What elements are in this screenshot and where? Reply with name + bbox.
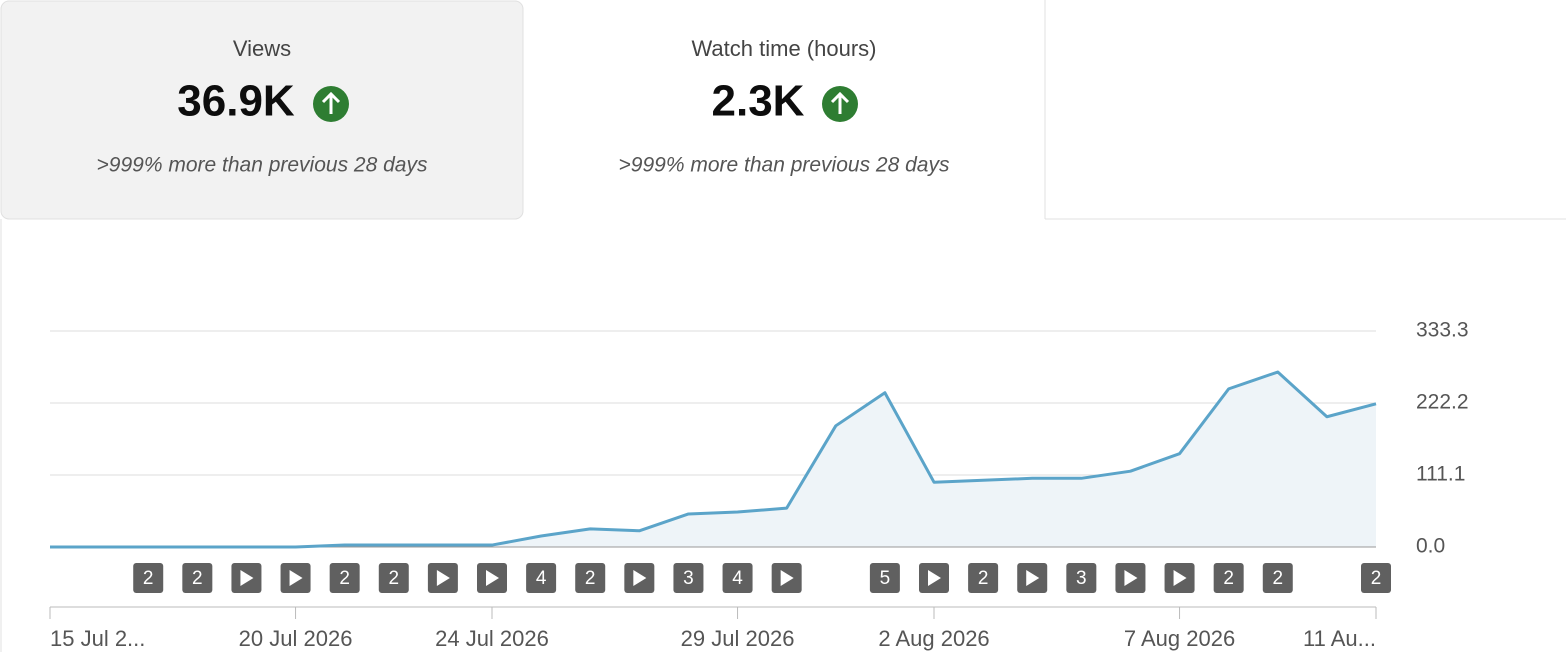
video-badge[interactable]: [771, 563, 802, 593]
badge-label: 2: [1272, 568, 1283, 589]
badge-label: 3: [683, 568, 694, 589]
y-tick-label: 333.3: [1416, 319, 1469, 342]
badge-box: [869, 563, 900, 593]
badge-box: [526, 563, 557, 593]
card-change: >999% more than previous 28 days: [97, 154, 428, 177]
y-tick-label: 0.0: [1416, 535, 1445, 558]
x-tick-label: 29 Jul 2026: [681, 626, 795, 651]
card-title: Watch time (hours): [691, 36, 876, 61]
video-badge[interactable]: [1115, 563, 1146, 593]
card-value: 2.3K: [712, 77, 805, 126]
badge-label: 2: [388, 568, 399, 589]
badge-label: 3: [1076, 568, 1087, 589]
badge-box: [329, 563, 360, 593]
badge-box: [968, 563, 999, 593]
badge-label: 2: [1371, 568, 1382, 589]
badge-box: [1361, 563, 1391, 593]
y-tick-label: 222.2: [1416, 391, 1469, 414]
video-badge[interactable]: [919, 563, 949, 593]
play-icon: [289, 570, 303, 586]
x-tick-label: 2 Aug 2026: [878, 626, 989, 651]
play-icon: [1124, 570, 1138, 586]
badge-box: [673, 563, 704, 593]
video-badge[interactable]: 2: [1213, 563, 1244, 593]
chart: 0.0 111.1 222.2 333.3 15 Jul 2... 20 Jul 2026…: [49, 319, 1469, 651]
video-badge[interactable]: [624, 563, 655, 593]
video-badge[interactable]: 4: [526, 563, 557, 593]
play-icon: [928, 570, 941, 586]
badge-label: 4: [536, 568, 547, 589]
x-tick-label: 15 Jul 2...: [50, 626, 145, 651]
badge-box: [722, 563, 753, 593]
video-badge[interactable]: 3: [1066, 563, 1097, 593]
play-icon: [633, 570, 647, 586]
badge-box: [1262, 563, 1293, 593]
play-icon: [486, 570, 499, 586]
play-icon: [240, 570, 254, 586]
badge-box: [378, 563, 409, 593]
badge-box: [1066, 563, 1097, 593]
video-badge[interactable]: 2: [133, 563, 164, 593]
y-tick-label: 111.1: [1416, 463, 1465, 486]
video-badge[interactable]: [1017, 563, 1048, 593]
badge-box: [575, 563, 606, 593]
card-change: >999% more than previous 28 days: [619, 154, 950, 177]
x-tick-label: 11 Au...: [1303, 626, 1376, 651]
badge-box: [182, 563, 213, 593]
video-badge[interactable]: 2: [575, 563, 606, 593]
play-icon: [1026, 570, 1040, 586]
video-badge[interactable]: 2: [378, 563, 409, 593]
badge-label: 2: [339, 568, 350, 589]
badge-label: 2: [143, 568, 154, 589]
video-badge[interactable]: [427, 563, 458, 593]
video-badge[interactable]: 2: [329, 563, 360, 593]
up-icon: [313, 86, 349, 122]
video-badge[interactable]: 2: [1262, 563, 1293, 593]
video-badge[interactable]: [231, 563, 262, 593]
badge-label: 5: [880, 568, 891, 589]
card-value: 36.9K: [177, 77, 295, 126]
video-badge[interactable]: 2: [1361, 563, 1391, 593]
video-badge[interactable]: 2: [182, 563, 213, 593]
badge-label: 2: [585, 568, 596, 589]
play-icon: [780, 570, 794, 586]
views-card[interactable]: [0, 0, 524, 220]
area: [50, 372, 1376, 547]
x-tick-label: 7 Aug 2026: [1124, 626, 1235, 651]
up-icon: [822, 86, 858, 122]
x-tick-label: 20 Jul 2026: [239, 626, 353, 651]
x-tick-label: 24 Jul 2026: [435, 626, 549, 651]
badge-label: 4: [732, 568, 743, 589]
badge-label: 2: [978, 568, 989, 589]
card-title: Views: [233, 36, 291, 61]
video-badge[interactable]: [280, 563, 311, 593]
play-icon: [1173, 570, 1187, 586]
badge-box: [1213, 563, 1244, 593]
video-badge[interactable]: 3: [673, 563, 704, 593]
badge-label: 2: [192, 568, 203, 589]
video-badge[interactable]: [1164, 563, 1195, 593]
video-badge[interactable]: [477, 563, 507, 593]
line: [50, 370, 1377, 549]
badge-label: 2: [1223, 568, 1234, 589]
video-badge[interactable]: 5: [869, 563, 900, 593]
video-badge[interactable]: 2: [968, 563, 999, 593]
badge-box: [133, 563, 164, 593]
watch-time-card[interactable]: [524, 0, 1044, 219]
video-badge[interactable]: 4: [722, 563, 753, 593]
play-icon: [436, 570, 450, 586]
